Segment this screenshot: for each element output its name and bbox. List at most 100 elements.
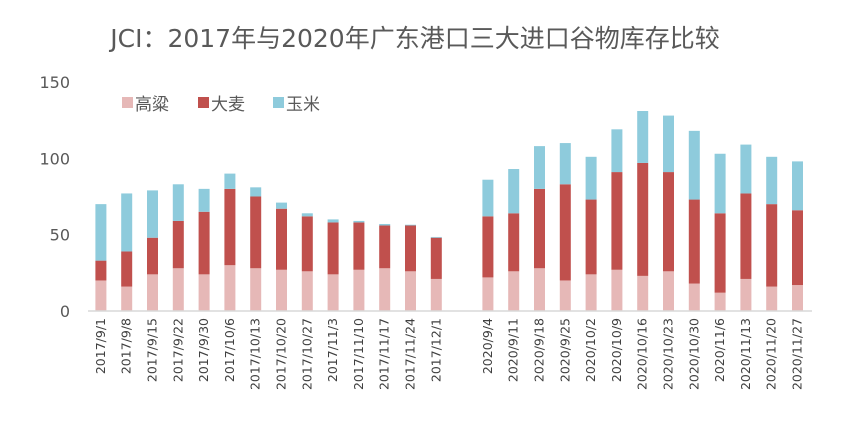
bar-高粱-2020/11/13 — [740, 278, 752, 311]
bar-玉米-2017/10/13 — [250, 187, 262, 197]
bar-玉米-2020/10/2 — [585, 156, 597, 200]
bar-玉米-2020/11/6 — [714, 153, 726, 214]
bar-大麦-2020/9/4 — [482, 216, 494, 278]
bar-高粱-2020/10/30 — [688, 283, 700, 311]
bar-玉米-2017/9/8 — [121, 193, 133, 252]
x-tick-label: 2017/10/6 — [222, 318, 237, 382]
bar-大麦-2017/11/3 — [327, 222, 339, 275]
x-tick-label: 2017/10/20 — [274, 318, 289, 390]
x-tick-label: 2020/11/27 — [790, 318, 805, 390]
bar-高粱-2017/9/8 — [121, 286, 133, 311]
chart-title: JCI：2017年与2020年广东港口三大进口谷物库存比较 — [108, 24, 719, 53]
bar-玉米-2017/9/1 — [95, 204, 107, 261]
bar-高粱-2020/9/4 — [482, 277, 494, 311]
bar-玉米-2017/9/22 — [172, 184, 184, 221]
legend-label: 玉米 — [286, 95, 320, 115]
x-tick-label: 2020/9/18 — [532, 318, 547, 382]
x-tick-label: 2020/11/6 — [712, 318, 727, 382]
bar-高粱-2017/9/15 — [147, 274, 158, 311]
bar-玉米-2017/10/20 — [276, 202, 287, 209]
bar-大麦-2020/10/2 — [585, 199, 597, 275]
bar-大麦-2017/10/6 — [224, 188, 236, 266]
bar-玉米-2017/11/17 — [379, 223, 391, 226]
x-tick-label: 2020/10/2 — [583, 318, 598, 382]
bar-大麦-2020/11/13 — [740, 193, 752, 279]
x-tick-label: 2017/9/8 — [119, 318, 134, 374]
bar-高粱-2017/11/10 — [353, 269, 365, 311]
bar-大麦-2017/9/22 — [172, 220, 184, 269]
y-tick-label: 50 — [50, 226, 70, 245]
bar-玉米-2020/11/20 — [766, 156, 778, 205]
bar-玉米-2017/12/1 — [430, 236, 442, 238]
x-tick-label: 2020/9/25 — [557, 318, 572, 382]
x-tick-label: 2020/9/4 — [480, 318, 495, 374]
bar-大麦-2017/12/1 — [430, 237, 442, 279]
bar-高粱-2017/9/1 — [95, 280, 107, 311]
bar-高粱-2017/11/17 — [379, 268, 391, 311]
bar-大麦-2017/9/8 — [121, 251, 133, 287]
bar-大麦-2017/9/15 — [147, 237, 158, 275]
bar-玉米-2017/11/10 — [353, 220, 365, 223]
y-tick-label: 100 — [39, 149, 70, 168]
bar-大麦-2017/11/24 — [405, 225, 416, 272]
bar-大麦-2017/11/10 — [353, 222, 365, 270]
bar-大麦-2020/10/23 — [663, 172, 674, 272]
bar-高粱-2017/11/24 — [405, 271, 416, 311]
bar-高粱-2020/9/11 — [508, 271, 520, 311]
legend-swatch — [273, 97, 284, 108]
bar-玉米-2020/10/30 — [688, 130, 700, 200]
legend-label: 高粱 — [135, 95, 169, 115]
x-tick-label: 2017/11/10 — [351, 318, 366, 390]
x-tick-label: 2020/10/9 — [609, 318, 624, 382]
bar-玉米-2017/11/24 — [405, 224, 416, 226]
bar-玉米-2020/11/13 — [740, 144, 752, 194]
y-tick-label: 0 — [60, 302, 70, 321]
bar-玉米-2020/10/23 — [663, 115, 674, 173]
x-tick-label: 2017/11/17 — [377, 318, 392, 390]
legend-label: 大麦 — [211, 95, 245, 115]
x-tick-label: 2017/9/22 — [170, 318, 185, 382]
bar-高粱-2017/9/30 — [198, 274, 210, 311]
bar-高粱-2020/10/16 — [637, 275, 649, 311]
x-tick-label: 2017/11/24 — [403, 318, 418, 390]
x-tick-label: 2017/9/30 — [196, 318, 211, 382]
bar-高粱-2020/10/9 — [611, 269, 623, 311]
bar-大麦-2020/11/6 — [714, 213, 726, 293]
x-tick-label: 2020/11/13 — [738, 318, 753, 390]
bar-大麦-2020/10/30 — [688, 199, 700, 284]
bar-高粱-2017/10/27 — [301, 271, 313, 311]
bar-大麦-2020/9/11 — [508, 213, 520, 272]
bar-玉米-2020/9/25 — [559, 143, 571, 185]
bar-玉米-2020/10/9 — [611, 129, 623, 173]
x-tick-label: 2020/11/20 — [764, 318, 779, 390]
bar-玉米-2020/9/4 — [482, 179, 494, 217]
bar-玉米-2017/10/6 — [224, 173, 236, 189]
x-tick-label: 2017/12/1 — [428, 318, 443, 382]
bar-大麦-2017/10/20 — [276, 208, 287, 270]
x-tick-label: 2017/10/13 — [248, 318, 263, 390]
bar-大麦-2017/9/1 — [95, 260, 107, 281]
x-tick-label: 2017/11/3 — [325, 318, 340, 382]
legend-swatch — [198, 97, 209, 108]
x-tick-label: 2017/10/27 — [299, 318, 314, 390]
bar-高粱-2017/9/22 — [172, 268, 184, 311]
bars — [95, 111, 803, 311]
x-tick-label: 2017/9/1 — [93, 318, 108, 374]
bar-大麦-2020/11/27 — [792, 210, 803, 286]
bar-高粱-2017/10/13 — [250, 268, 262, 311]
bar-大麦-2020/11/20 — [766, 204, 778, 287]
x-tick-label: 2020/10/23 — [661, 318, 676, 390]
bar-玉米-2020/9/18 — [534, 146, 545, 189]
bar-高粱-2020/11/6 — [714, 292, 726, 311]
bar-高粱-2020/10/23 — [663, 271, 674, 311]
bar-玉米-2020/11/27 — [792, 161, 803, 211]
legend: 高粱 大麦 玉米 — [122, 95, 320, 115]
bar-大麦-2020/10/9 — [611, 172, 623, 270]
bar-大麦-2017/9/30 — [198, 211, 210, 275]
x-axis-labels: 2017/9/1 2017/9/8 2017/9/15 2017/9/22 2017/9… — [93, 318, 805, 390]
bar-大麦-2020/9/25 — [559, 184, 571, 281]
bar-高粱-2017/12/1 — [430, 278, 442, 311]
bar-大麦-2017/10/27 — [301, 216, 313, 272]
bar-玉米-2017/9/30 — [198, 188, 210, 212]
